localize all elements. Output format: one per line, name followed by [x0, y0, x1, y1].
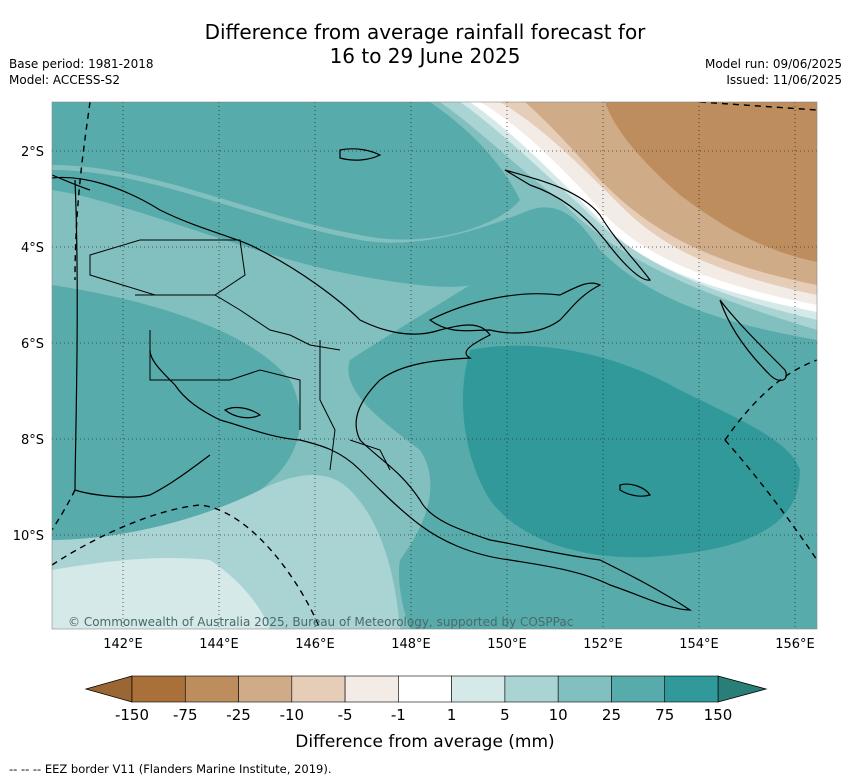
coastlines	[52, 148, 787, 611]
province-border-highlands	[135, 294, 341, 351]
colorbar-tick-label: 75	[655, 706, 674, 724]
footnote: -- -- -- EEZ border V11 (Flanders Marine…	[9, 762, 332, 776]
map-title: Difference from average rainfall forecas…	[0, 20, 850, 68]
lon-label-146: 146°E	[295, 637, 335, 652]
base-period: Base period: 1981-2018	[9, 57, 154, 71]
copyright-text: © Commonwealth of Australia 2025, Bureau…	[68, 615, 573, 629]
anomaly-field	[52, 102, 817, 629]
province-border-gulf	[149, 330, 301, 430]
lat-label-2s: 2°S	[21, 145, 44, 160]
colorbar: -150 -75 -25 -10 -5 -1 1 5 10 25 75 150 Difference …	[84, 675, 768, 752]
meta-left: Base period: 1981-2018 Model: ACCESS-S2	[9, 56, 154, 88]
colorbar-tick-label: -75	[173, 706, 198, 724]
manus-coast	[339, 148, 382, 161]
bougainville-coast	[719, 299, 787, 382]
title-line-2: 16 to 29 June 2025	[329, 44, 521, 68]
field-strong-core	[462, 345, 800, 558]
colorbar-tick-label: -1	[391, 706, 406, 724]
colorbar-tick-label: -5	[338, 706, 353, 724]
colorbar-tick-label: 150	[704, 706, 733, 724]
colorbar-cell	[291, 675, 346, 703]
provincial-borders	[89, 239, 391, 471]
fly-delta	[223, 406, 262, 419]
colorbar-tick-label: -150	[115, 706, 149, 724]
eez-east	[724, 359, 817, 441]
issued-date: Issued: 11/06/2025	[726, 73, 842, 87]
eez-border	[52, 102, 817, 629]
colorbar-cell	[131, 675, 186, 703]
colorbar-arrow-left	[84, 675, 133, 703]
lon-label-144: 144°E	[199, 637, 239, 652]
colorbar-tick-label: -25	[226, 706, 251, 724]
colorbar-cell	[398, 675, 452, 703]
colorbar-tick-label: 1	[447, 706, 457, 724]
map-frame	[51, 101, 818, 630]
province-border-oro	[349, 439, 391, 471]
new-ireland-coast	[504, 169, 652, 281]
lon-label-150: 150°E	[487, 637, 527, 652]
lat-label-8s: 8°S	[21, 433, 44, 448]
eez-south	[52, 504, 321, 629]
province-border-sandaun	[89, 239, 246, 296]
lat-label-10s: 10°S	[13, 529, 44, 544]
lon-label-154: 154°E	[679, 637, 719, 652]
eez-sw	[52, 489, 76, 531]
eez-west-north	[74, 102, 91, 281]
lat-label-4s: 4°S	[21, 241, 44, 256]
title-line-1: Difference from average rainfall forecas…	[204, 20, 646, 44]
colorbar-cell	[557, 675, 612, 703]
colorbar-cell	[504, 675, 559, 703]
province-border-central	[319, 340, 336, 471]
meta-right: Model run: 09/06/2025 Issued: 11/06/2025	[705, 56, 842, 88]
axis-labels: 142°E 144°E 146°E 148°E 150°E 152°E 154°…	[13, 145, 815, 652]
field-mid-nw	[52, 102, 520, 240]
colorbar-cell	[184, 675, 239, 703]
colorbar-cell	[238, 675, 293, 703]
colorbar-tick-label: 25	[602, 706, 621, 724]
lon-label-152: 152°E	[583, 637, 623, 652]
png-mainland-coast	[52, 176, 692, 611]
new-britain-coast	[428, 282, 602, 334]
rossel-island	[619, 483, 651, 497]
eez-se	[724, 439, 817, 561]
model-name: Model: ACCESS-S2	[9, 73, 121, 87]
colorbar-tick-label: 10	[549, 706, 568, 724]
lon-label-142: 142°E	[103, 637, 143, 652]
lat-label-6s: 6°S	[21, 337, 44, 352]
field-faint-south	[52, 558, 270, 629]
colorbar-tick-label: 5	[500, 706, 510, 724]
lon-label-156: 156°E	[775, 637, 815, 652]
model-run: Model run: 09/06/2025	[704, 57, 842, 71]
field-dry-strong	[605, 102, 817, 262]
colorbar-cell	[664, 675, 719, 703]
colorbar-cell	[344, 675, 399, 703]
colorbar-label: Difference from average (mm)	[295, 732, 554, 752]
colorbar-tick-label: -10	[280, 706, 305, 724]
field-mid-west	[52, 290, 300, 540]
colorbar-arrow-right	[717, 675, 768, 703]
eez-ne	[699, 102, 817, 111]
west-coast	[52, 174, 211, 498]
colorbar-cell	[451, 675, 506, 703]
colorbar-cell	[611, 675, 666, 703]
lon-label-148: 148°E	[391, 637, 431, 652]
